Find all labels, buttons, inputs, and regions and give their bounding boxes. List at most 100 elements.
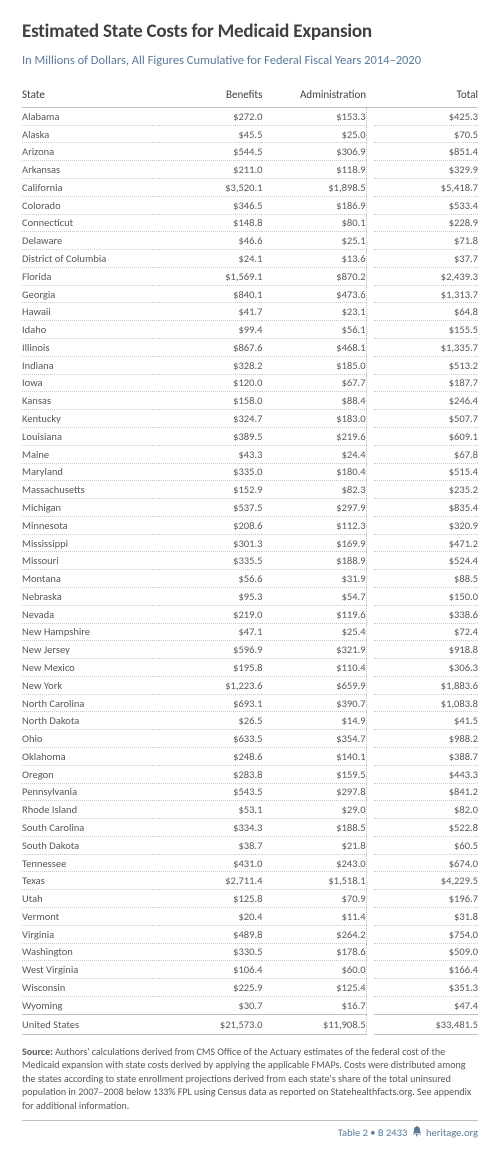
- cell-state: North Dakota: [22, 712, 159, 730]
- cell-state: Maryland: [22, 463, 159, 481]
- cell-benefits: $346.5: [159, 196, 263, 214]
- cell-state: Rhode Island: [22, 801, 159, 819]
- cell-state: New Mexico: [22, 659, 159, 677]
- cell-gap: [366, 250, 374, 268]
- cell-total: $835.4: [374, 499, 478, 517]
- cell-gap: [366, 356, 374, 374]
- cell-total: $41.5: [374, 712, 478, 730]
- table-row: Missouri$335.5$188.9$524.4: [22, 552, 478, 570]
- cell-gap: [366, 107, 374, 125]
- cell-gap: [366, 996, 374, 1014]
- cell-state: New Hampshire: [22, 623, 159, 641]
- cell-admin: $54.7: [262, 587, 366, 605]
- table-row: Iowa$120.0$67.7$187.7: [22, 374, 478, 392]
- cell-gap: [366, 819, 374, 837]
- cell-benefits: $41.7: [159, 303, 263, 321]
- cell-total: $2,439.3: [374, 267, 478, 285]
- cell-benefits: $633.5: [159, 730, 263, 748]
- cell-benefits: $301.3: [159, 534, 263, 552]
- col-admin: Administration: [262, 84, 366, 108]
- cell-admin: $29.0: [262, 801, 366, 819]
- table-row: Nevada$219.0$119.6$338.6: [22, 605, 478, 623]
- cell-benefits: $1,569.1: [159, 267, 263, 285]
- cell-gap: [366, 339, 374, 357]
- table-row: Colorado$346.5$186.9$533.4: [22, 196, 478, 214]
- cell-benefits: $283.8: [159, 765, 263, 783]
- cell-total: $329.9: [374, 161, 478, 179]
- cell-gap: [366, 854, 374, 872]
- cell-admin: $473.6: [262, 285, 366, 303]
- footer: Table 2 • B 2433 heritage.org: [22, 1120, 478, 1140]
- cell-admin: $159.5: [262, 765, 366, 783]
- table-row: Indiana$328.2$185.0$513.2: [22, 356, 478, 374]
- cell-admin: $243.0: [262, 854, 366, 872]
- cell-benefits: $219.0: [159, 605, 263, 623]
- cell-gap: [366, 676, 374, 694]
- cell-benefits: $208.6: [159, 516, 263, 534]
- table-row: Montana$56.6$31.9$88.5: [22, 570, 478, 588]
- cell-total: $522.8: [374, 819, 478, 837]
- cell-state: Vermont: [22, 908, 159, 926]
- cell-gap: [366, 765, 374, 783]
- cell-total: $754.0: [374, 925, 478, 943]
- cell-gap: [366, 125, 374, 143]
- cell-state: Pennsylvania: [22, 783, 159, 801]
- table-row: Florida$1,569.1$870.2$2,439.3: [22, 267, 478, 285]
- cell-total: $33,481.5: [374, 1014, 478, 1034]
- cell-benefits: $248.6: [159, 748, 263, 766]
- cell-benefits: $45.5: [159, 125, 263, 143]
- cell-state: Montana: [22, 570, 159, 588]
- cell-gap: [366, 534, 374, 552]
- cell-admin: $264.2: [262, 925, 366, 943]
- cell-gap: [366, 748, 374, 766]
- table-row: Delaware$46.6$25.1$71.8: [22, 232, 478, 250]
- cell-total: $674.0: [374, 854, 478, 872]
- cell-total: $187.7: [374, 374, 478, 392]
- cell-state: Indiana: [22, 356, 159, 374]
- cell-gap: [366, 303, 374, 321]
- cell-total: $509.0: [374, 943, 478, 961]
- cell-gap: [366, 943, 374, 961]
- cell-admin: $153.3: [262, 107, 366, 125]
- table-row: Maryland$335.0$180.4$515.4: [22, 463, 478, 481]
- cell-benefits: $21,573.0: [159, 1014, 263, 1034]
- cost-table: State Benefits Administration Total Alab…: [22, 84, 478, 1035]
- cell-gap: [366, 481, 374, 499]
- cell-total: $82.0: [374, 801, 478, 819]
- cell-total: $513.2: [374, 356, 478, 374]
- cell-admin: $80.1: [262, 214, 366, 232]
- cell-total: $851.4: [374, 143, 478, 161]
- table-row: Hawaii$41.7$23.1$64.8: [22, 303, 478, 321]
- cell-state: District of Columbia: [22, 250, 159, 268]
- cell-benefits: $47.1: [159, 623, 263, 641]
- cell-gap: [366, 605, 374, 623]
- table-row: Wyoming$30.7$16.7$47.4: [22, 996, 478, 1014]
- cell-state: Tennessee: [22, 854, 159, 872]
- cell-total: $88.5: [374, 570, 478, 588]
- table-row: Michigan$537.5$297.9$835.4: [22, 499, 478, 517]
- cell-gap: [366, 623, 374, 641]
- cell-admin: $25.4: [262, 623, 366, 641]
- cell-benefits: $867.6: [159, 339, 263, 357]
- cell-total: $5,418.7: [374, 179, 478, 197]
- table-row: Mississippi$301.3$169.9$471.2: [22, 534, 478, 552]
- cell-total: $155.5: [374, 321, 478, 339]
- cell-gap: [366, 516, 374, 534]
- cell-total: $196.7: [374, 890, 478, 908]
- cell-admin: $25.0: [262, 125, 366, 143]
- cell-total: $72.4: [374, 623, 478, 641]
- cell-admin: $11.4: [262, 908, 366, 926]
- cell-admin: $60.0: [262, 961, 366, 979]
- table-row: Ohio$633.5$354.7$988.2: [22, 730, 478, 748]
- cell-gap: [366, 161, 374, 179]
- table-row: District of Columbia$24.1$13.6$37.7: [22, 250, 478, 268]
- cell-admin: $67.7: [262, 374, 366, 392]
- table-row: Connecticut$148.8$80.1$228.9: [22, 214, 478, 232]
- cell-gap: [366, 463, 374, 481]
- cell-state: Kansas: [22, 392, 159, 410]
- table-ref: Table 2 • B 2433: [338, 1126, 408, 1139]
- cell-admin: $297.8: [262, 783, 366, 801]
- cell-total: $1,313.7: [374, 285, 478, 303]
- cell-state: South Dakota: [22, 836, 159, 854]
- cell-admin: $306.9: [262, 143, 366, 161]
